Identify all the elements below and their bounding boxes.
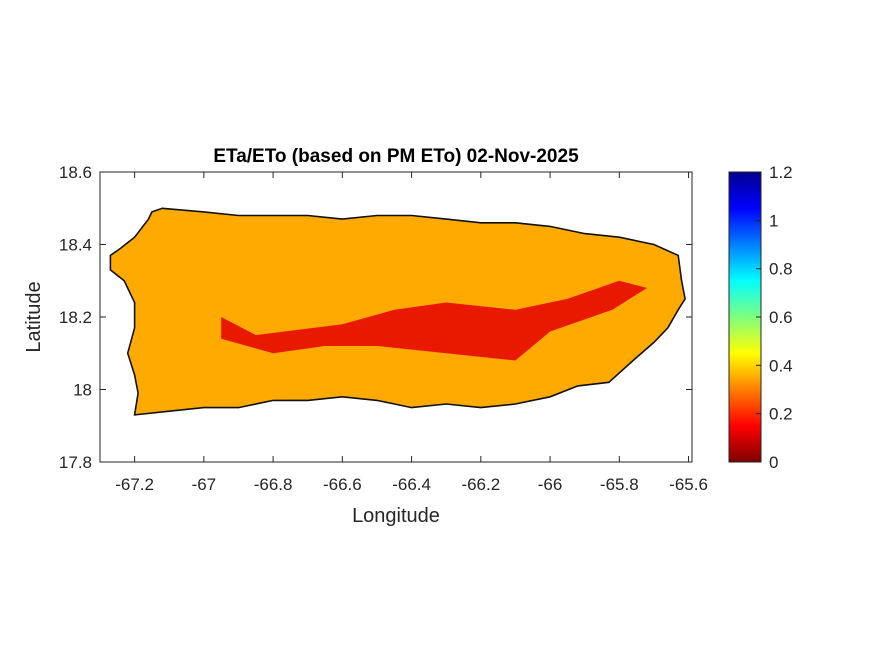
colorbar-ticks: 0 0.2 0.4 0.6 0.8 1 1.2: [756, 163, 793, 472]
map-layer: [109, 207, 686, 416]
colorbar-tick-label: 0.4: [769, 356, 793, 375]
high-value-region: [221, 280, 647, 361]
y-tick-label: 18: [73, 381, 92, 400]
x-tick-label: -66.2: [461, 475, 500, 494]
y-axis-label: Latitude: [23, 281, 45, 352]
x-tick-label: -66.4: [392, 475, 431, 494]
y-tick-label: 17.8: [59, 453, 92, 472]
colorbar-tick-label: 0.6: [769, 308, 793, 327]
colorbar-tick-label: 0.8: [769, 260, 793, 279]
x-tick-label: -66.8: [254, 475, 293, 494]
island-outline: [109, 207, 686, 416]
colorbar-tick-label: 0: [769, 453, 778, 472]
x-tick-label: -67.2: [115, 475, 154, 494]
x-tick-label: -65.6: [669, 475, 708, 494]
x-axis-ticks: -67.2 -67 -66.8 -66.6 -66.4 -66.2 -66 -65.8 -65.…: [115, 172, 708, 494]
x-tick-label: -66.6: [323, 475, 362, 494]
y-tick-label: 18.4: [59, 236, 92, 255]
colorbar-tick-label: 0.2: [769, 405, 793, 424]
x-tick-label: -67: [192, 475, 217, 494]
colorbar: [728, 171, 762, 463]
y-axis-ticks: 17.8 18 18.2 18.4 18.6: [59, 163, 692, 472]
x-tick-label: -66: [538, 475, 563, 494]
chart-title: ETa/ETo (based on PM ETo) 02-Nov-2025: [213, 146, 579, 167]
colorbar-tick-label: 1.2: [769, 163, 793, 182]
x-axis-label: Longitude: [352, 505, 440, 527]
y-tick-label: 18.6: [59, 163, 92, 182]
y-tick-label: 18.2: [59, 308, 92, 327]
colorbar-tick-label: 1: [769, 211, 778, 230]
x-tick-label: -65.8: [600, 475, 639, 494]
